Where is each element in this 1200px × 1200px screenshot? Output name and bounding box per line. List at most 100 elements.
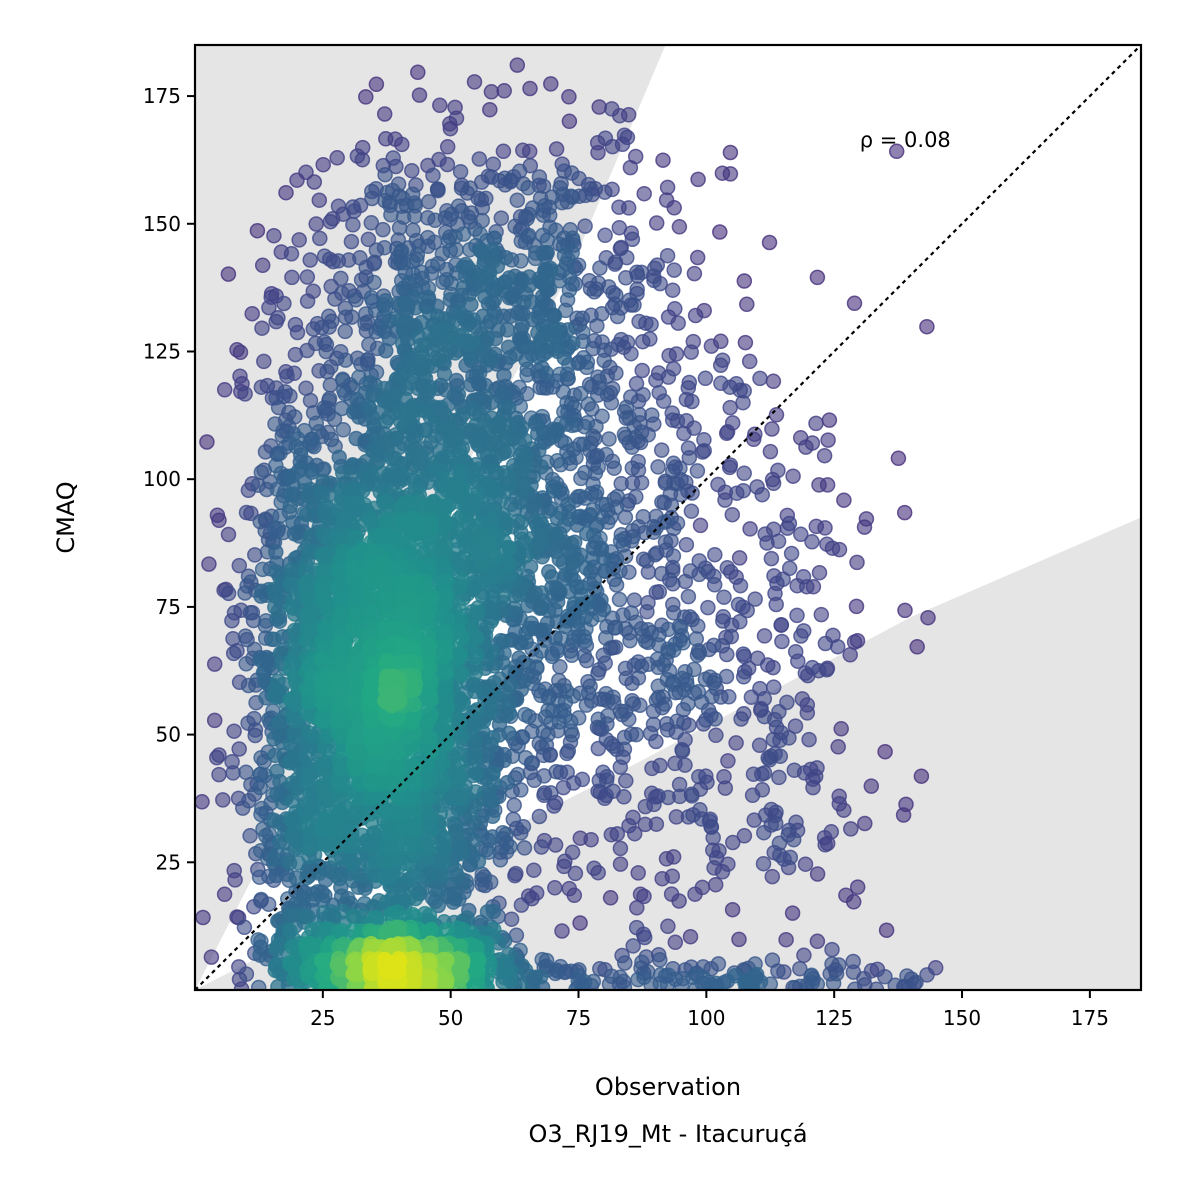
data-point — [765, 373, 782, 390]
data-point — [795, 569, 812, 585]
data-point — [253, 893, 269, 909]
data-point — [530, 309, 547, 326]
data-point — [877, 968, 893, 985]
data-point — [735, 646, 752, 662]
data-point — [811, 564, 828, 581]
data-point — [237, 386, 253, 402]
data-point — [712, 224, 728, 240]
data-point — [797, 856, 814, 872]
data-point — [857, 815, 873, 832]
data-point — [466, 74, 483, 90]
data-point — [483, 529, 499, 545]
data-point — [729, 485, 745, 501]
data-point — [435, 855, 451, 872]
data-point — [517, 706, 533, 723]
data-point — [473, 243, 489, 259]
data-point — [736, 465, 752, 482]
data-point — [252, 779, 268, 796]
data-point — [425, 167, 441, 184]
data-point — [278, 184, 294, 201]
data-point — [247, 727, 263, 744]
data-point — [533, 585, 550, 601]
data-point — [547, 880, 563, 896]
data-point — [206, 712, 223, 729]
data-point — [629, 900, 645, 916]
data-point — [590, 864, 606, 881]
data-point — [261, 299, 277, 316]
data-point — [211, 766, 227, 783]
data-point — [363, 215, 380, 231]
data-point — [591, 99, 607, 115]
data-point — [496, 464, 513, 481]
data-point — [470, 436, 486, 453]
data-point — [623, 297, 639, 313]
data-point — [298, 164, 314, 181]
data-point — [427, 428, 444, 444]
data-point — [209, 749, 225, 766]
data-point — [719, 560, 736, 576]
data-point — [502, 174, 519, 190]
data-point — [376, 853, 392, 870]
data-point — [599, 768, 615, 785]
data-point — [253, 464, 270, 481]
data-point — [531, 808, 548, 825]
data-point — [808, 415, 824, 432]
data-point — [793, 628, 809, 644]
data-point — [843, 821, 859, 837]
data-point — [343, 233, 360, 250]
data-point — [784, 905, 801, 921]
data-point — [667, 755, 683, 772]
data-point — [345, 199, 361, 215]
data-point — [254, 257, 271, 274]
data-point — [269, 938, 286, 954]
data-point — [789, 607, 805, 624]
data-point — [785, 468, 801, 484]
data-point — [393, 198, 410, 214]
data-point — [298, 680, 315, 696]
data-point — [468, 417, 484, 433]
data-point — [520, 180, 536, 196]
data-point — [735, 706, 752, 722]
data-point — [244, 305, 260, 322]
data-point — [368, 76, 385, 93]
data-point — [809, 933, 826, 950]
data-point — [816, 447, 833, 464]
data-point — [655, 152, 671, 168]
data-point — [528, 885, 545, 901]
data-point — [830, 739, 846, 755]
data-point — [345, 404, 362, 420]
data-point — [761, 234, 778, 251]
data-point — [803, 968, 819, 985]
data-point — [418, 385, 434, 402]
data-point — [564, 189, 581, 205]
data-point — [724, 901, 741, 918]
data-point — [378, 413, 394, 430]
data-point — [694, 879, 711, 896]
data-point — [284, 939, 300, 955]
data-point — [660, 918, 676, 935]
data-point — [703, 338, 720, 354]
data-point — [660, 789, 676, 806]
data-point — [300, 840, 317, 856]
data-point — [381, 330, 398, 347]
data-point — [796, 947, 812, 964]
data-point — [400, 299, 416, 316]
data-point — [455, 259, 472, 275]
data-point — [664, 282, 681, 298]
data-point — [667, 934, 684, 951]
data-point — [747, 591, 763, 607]
data-point — [713, 375, 729, 392]
data-point — [225, 765, 241, 781]
data-point — [591, 373, 608, 389]
data-point — [579, 525, 595, 542]
data-point — [611, 219, 628, 236]
data-point — [333, 270, 349, 287]
plot-area — [195, 45, 1141, 990]
data-point — [239, 578, 255, 594]
data-point — [570, 972, 587, 989]
data-point — [764, 471, 781, 488]
data-point — [580, 396, 597, 412]
data-point — [659, 247, 676, 264]
data-point — [534, 951, 550, 968]
